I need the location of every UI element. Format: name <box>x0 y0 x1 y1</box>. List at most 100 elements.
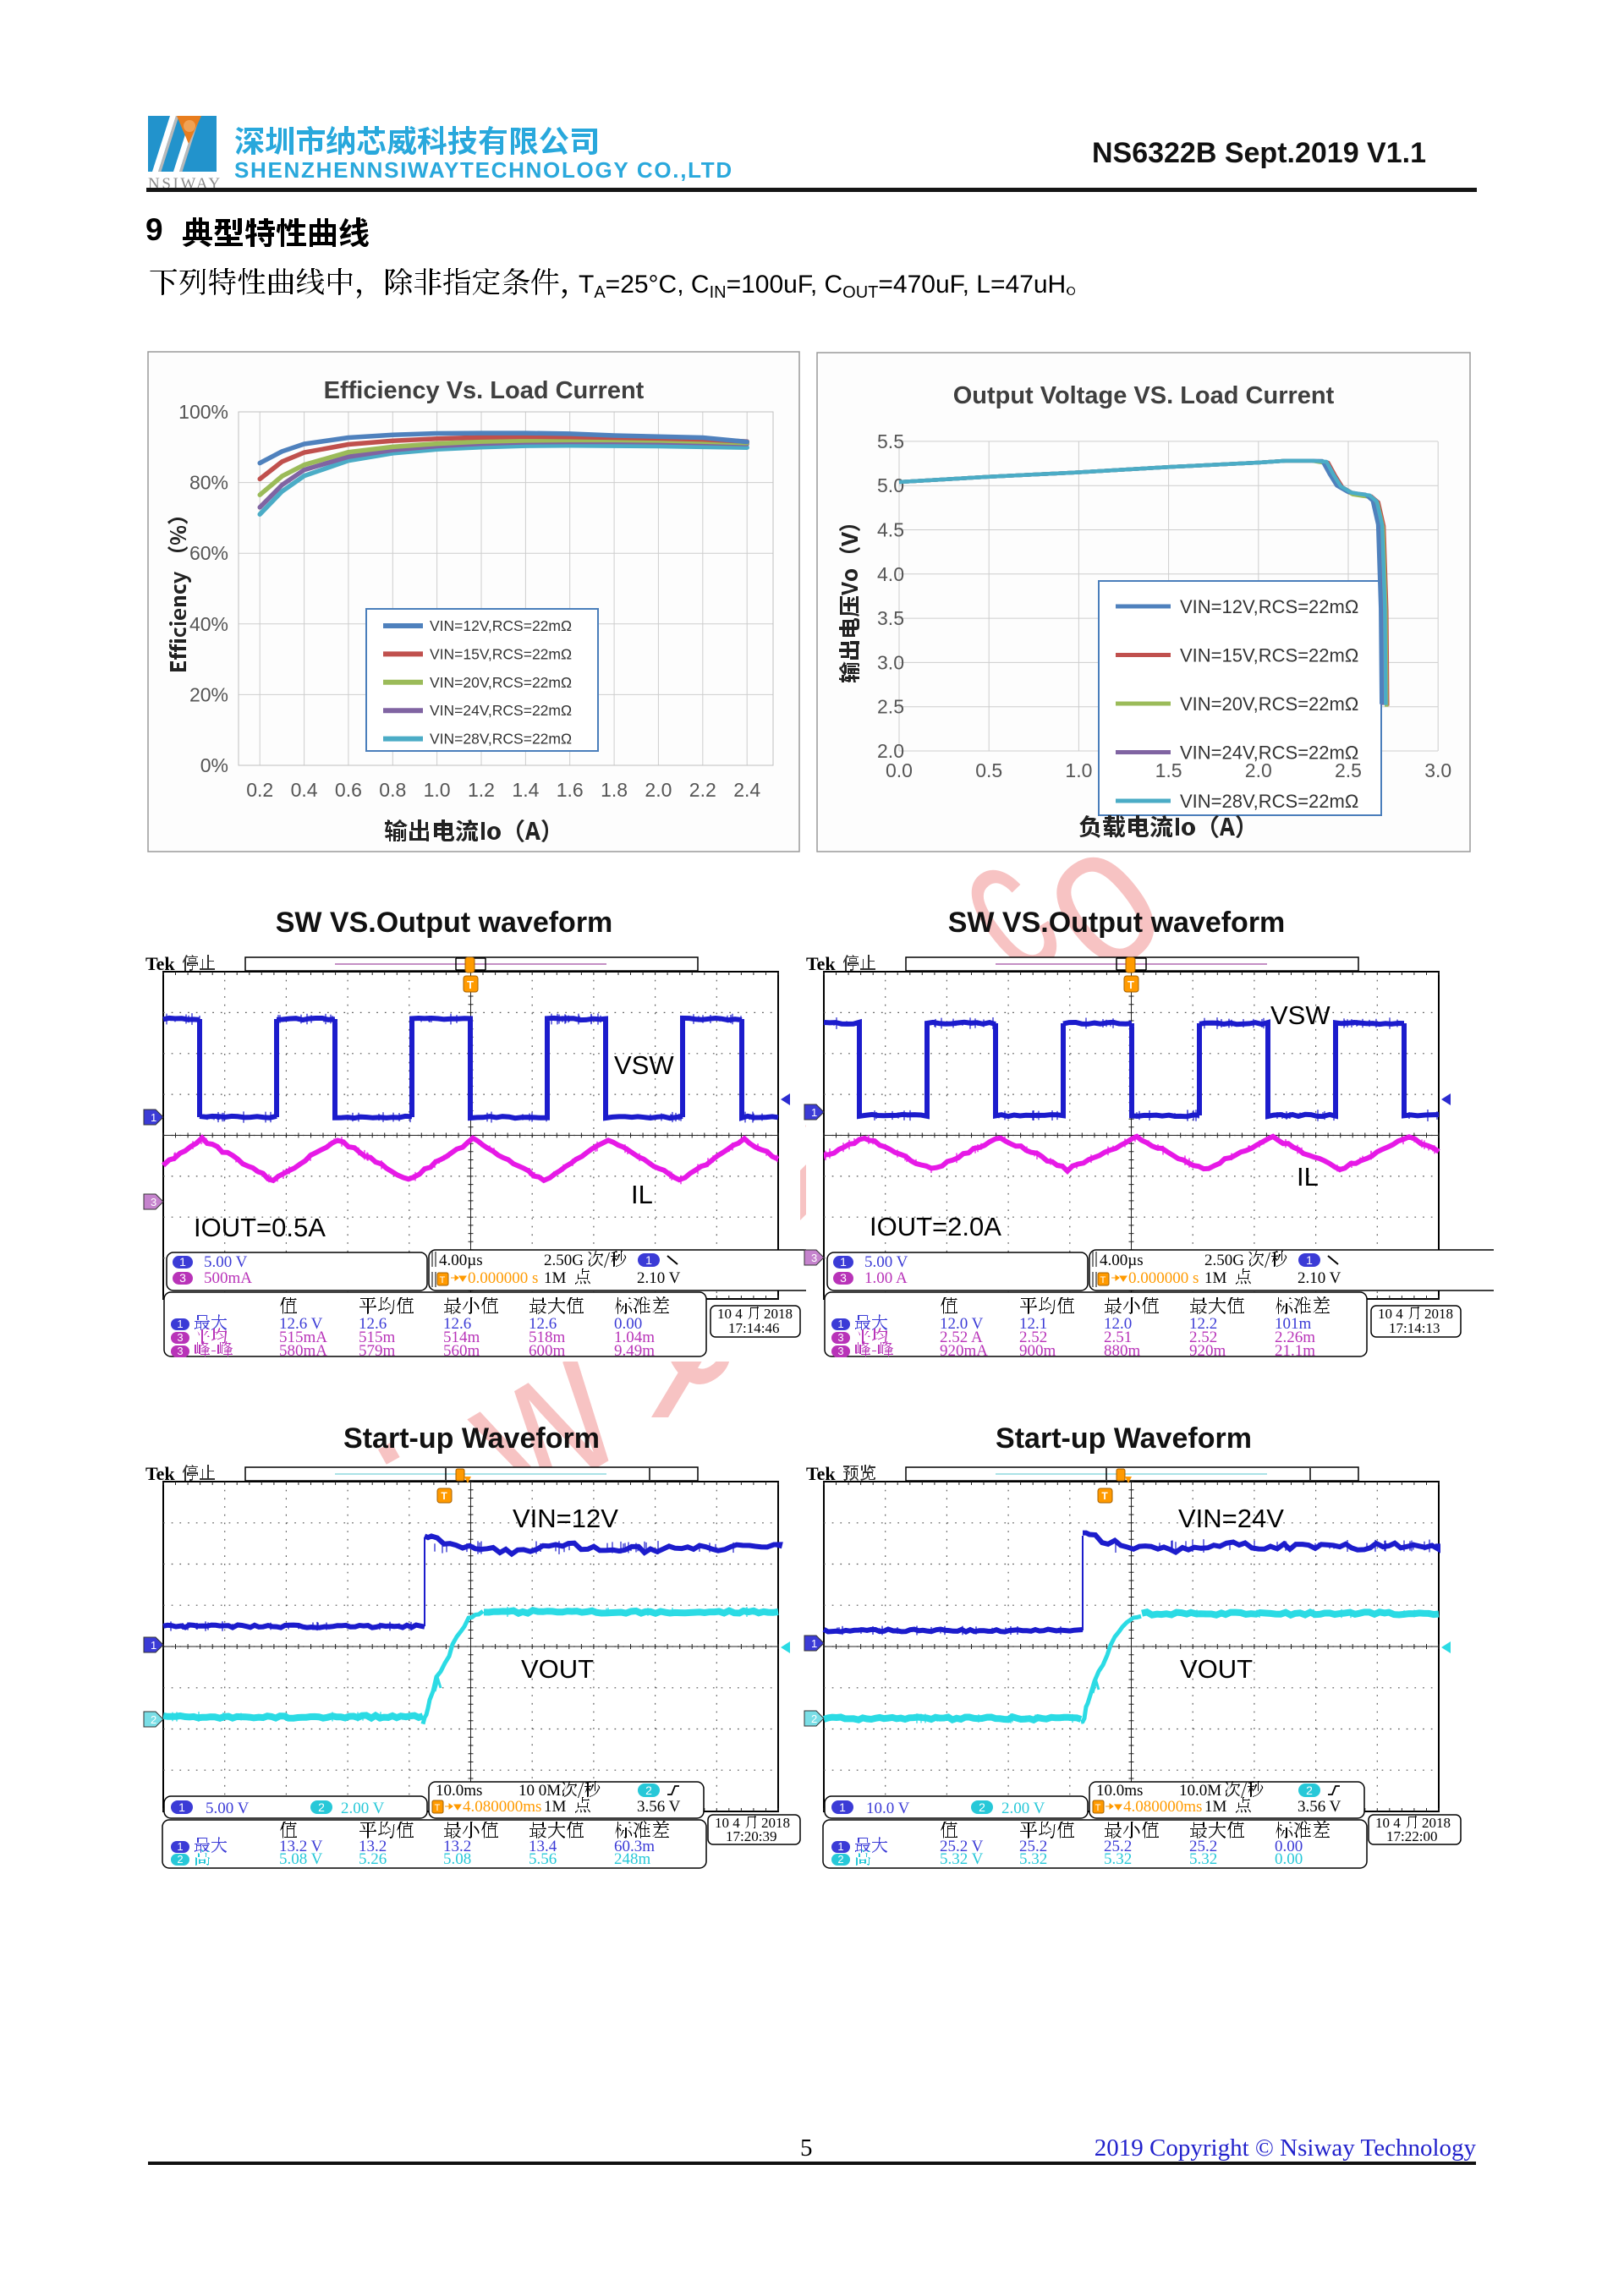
svg-text:3.56 V: 3.56 V <box>637 1798 681 1816</box>
svg-text:2.52 A: 2.52 A <box>940 1329 983 1346</box>
svg-text:21.1m: 21.1m <box>1275 1342 1315 1360</box>
svg-text:VIN=20V,RCS=22mΩ: VIN=20V,RCS=22mΩ <box>1180 693 1358 715</box>
svg-text:5.56: 5.56 <box>529 1850 557 1868</box>
svg-text:1M: 1M <box>544 1798 567 1816</box>
svg-text:17:14:13: 17:14:13 <box>1389 1320 1440 1336</box>
svg-text:5.32: 5.32 <box>1019 1850 1047 1868</box>
svg-text:4.00µs: 4.00µs <box>439 1252 483 1269</box>
svg-text:0.000000 s: 0.000000 s <box>468 1269 538 1287</box>
svg-text:10.0ms: 10.0ms <box>436 1782 482 1800</box>
svg-text:0.8: 0.8 <box>379 779 406 801</box>
svg-text:1: 1 <box>151 1639 156 1652</box>
svg-text:VIN=15V,RCS=22mΩ: VIN=15V,RCS=22mΩ <box>430 645 572 662</box>
svg-text:Tek: Tek <box>145 1463 175 1484</box>
svg-text:13.2 V: 13.2 V <box>279 1838 323 1855</box>
svg-text:IOUT=2.0A: IOUT=2.0A <box>870 1212 1001 1241</box>
svg-text:2: 2 <box>837 1853 843 1866</box>
svg-text:600m: 600m <box>529 1342 566 1360</box>
svg-text:1.00 A: 1.00 A <box>864 1269 908 1287</box>
svg-text:3: 3 <box>840 1271 847 1285</box>
svg-text:2: 2 <box>979 1800 985 1814</box>
svg-text:0.00: 0.00 <box>614 1315 642 1333</box>
svg-text:2.0: 2.0 <box>1245 759 1272 781</box>
svg-text:5.08 V: 5.08 V <box>279 1850 323 1868</box>
svg-text:VIN=28V,RCS=22mΩ: VIN=28V,RCS=22mΩ <box>430 731 572 748</box>
svg-text:17:22:00: 17:22:00 <box>1386 1828 1437 1844</box>
svg-text:2.0: 2.0 <box>645 779 672 801</box>
svg-text:1: 1 <box>645 1253 652 1267</box>
svg-text:2.0: 2.0 <box>877 740 904 762</box>
svg-text:1: 1 <box>1306 1253 1313 1267</box>
svg-text:3.0: 3.0 <box>1424 759 1451 781</box>
svg-text:12.1: 12.1 <box>1019 1315 1047 1333</box>
svg-text:2.00 V: 2.00 V <box>1001 1800 1045 1817</box>
svg-text:25.2: 25.2 <box>1189 1838 1217 1855</box>
svg-text:0.00: 0.00 <box>1275 1838 1303 1855</box>
svg-text:1: 1 <box>811 1106 817 1119</box>
svg-text:80%: 80% <box>189 472 228 494</box>
svg-text:60%: 60% <box>189 542 228 564</box>
svg-text:3.0: 3.0 <box>877 651 904 673</box>
svg-text:5.32: 5.32 <box>1104 1850 1132 1868</box>
svg-text:0.6: 0.6 <box>335 779 362 801</box>
svg-text:1: 1 <box>178 1800 185 1814</box>
svg-text:2: 2 <box>811 1712 817 1725</box>
svg-text:920mA: 920mA <box>940 1342 988 1360</box>
svg-text:IL: IL <box>1297 1162 1319 1192</box>
svg-text:2018: 2018 <box>761 1815 790 1831</box>
svg-text:880m: 880m <box>1104 1342 1141 1360</box>
svg-text:5.5: 5.5 <box>877 430 904 452</box>
svg-text:VIN=28V,RCS=22mΩ: VIN=28V,RCS=22mΩ <box>1180 791 1358 812</box>
svg-text:13.4: 13.4 <box>529 1838 557 1855</box>
svg-text:10 4: 10 4 <box>715 1815 740 1831</box>
svg-text:2.5: 2.5 <box>1335 759 1362 781</box>
svg-text:20%: 20% <box>189 683 228 705</box>
svg-text:VOUT: VOUT <box>521 1654 594 1684</box>
svg-text:T: T <box>440 1275 446 1285</box>
svg-text:T: T <box>1127 978 1134 991</box>
svg-text:5.00 V: 5.00 V <box>204 1253 248 1271</box>
svg-text:VIN=12V,RCS=22mΩ: VIN=12V,RCS=22mΩ <box>430 617 572 634</box>
svg-text:VSW: VSW <box>614 1050 674 1080</box>
svg-text:12.6: 12.6 <box>529 1315 557 1333</box>
svg-text:0%: 0% <box>200 754 228 776</box>
svg-text:2.5: 2.5 <box>877 696 904 718</box>
svg-text:4.0: 4.0 <box>877 563 904 585</box>
svg-text:101m: 101m <box>1275 1315 1312 1333</box>
svg-text:4.00µs: 4.00µs <box>1100 1252 1144 1269</box>
svg-text:Tek: Tek <box>145 953 175 974</box>
svg-text:0.000000 s: 0.000000 s <box>1128 1269 1199 1287</box>
svg-text:1.8: 1.8 <box>601 779 628 801</box>
svg-text:2.52: 2.52 <box>1019 1329 1047 1346</box>
svg-text:VSW: VSW <box>1270 1000 1330 1030</box>
svg-text:10 4: 10 4 <box>1375 1815 1401 1831</box>
svg-text:0.0: 0.0 <box>886 759 913 781</box>
svg-text:2.51: 2.51 <box>1104 1329 1132 1346</box>
svg-text:4.080000ms: 4.080000ms <box>463 1798 541 1816</box>
svg-text:T: T <box>1095 1803 1101 1813</box>
svg-text:17:14:46: 17:14:46 <box>728 1320 779 1336</box>
svg-text:1: 1 <box>151 1111 156 1124</box>
svg-text:2.52: 2.52 <box>1189 1329 1217 1346</box>
svg-text:Tek: Tek <box>806 953 836 974</box>
svg-text:515m: 515m <box>359 1329 396 1346</box>
svg-text:248m: 248m <box>614 1850 651 1868</box>
svg-text:10 4: 10 4 <box>717 1306 743 1322</box>
svg-text:518m: 518m <box>529 1329 566 1346</box>
svg-text:2: 2 <box>645 1784 652 1797</box>
svg-text:VIN=24V,RCS=22mΩ: VIN=24V,RCS=22mΩ <box>430 702 572 719</box>
svg-text:2.2: 2.2 <box>689 779 716 801</box>
svg-text:1: 1 <box>840 1255 847 1269</box>
svg-text:2.10 V: 2.10 V <box>637 1269 681 1287</box>
svg-text:12.0 V: 12.0 V <box>940 1315 984 1333</box>
svg-text:VIN=15V,RCS=22mΩ: VIN=15V,RCS=22mΩ <box>1180 645 1358 666</box>
svg-text:2.4: 2.4 <box>733 779 760 801</box>
svg-text:IL: IL <box>631 1180 653 1209</box>
svg-text:Efficiency Vs. Load Current: Efficiency Vs. Load Current <box>324 377 645 404</box>
svg-text:25.2 V: 25.2 V <box>940 1838 984 1855</box>
svg-text:2.10 V: 2.10 V <box>1298 1269 1341 1287</box>
svg-text:VIN=20V,RCS=22mΩ: VIN=20V,RCS=22mΩ <box>430 674 572 691</box>
svg-text:1: 1 <box>177 1840 183 1853</box>
svg-text:12.6: 12.6 <box>443 1315 471 1333</box>
svg-text:5.00 V: 5.00 V <box>206 1800 250 1817</box>
